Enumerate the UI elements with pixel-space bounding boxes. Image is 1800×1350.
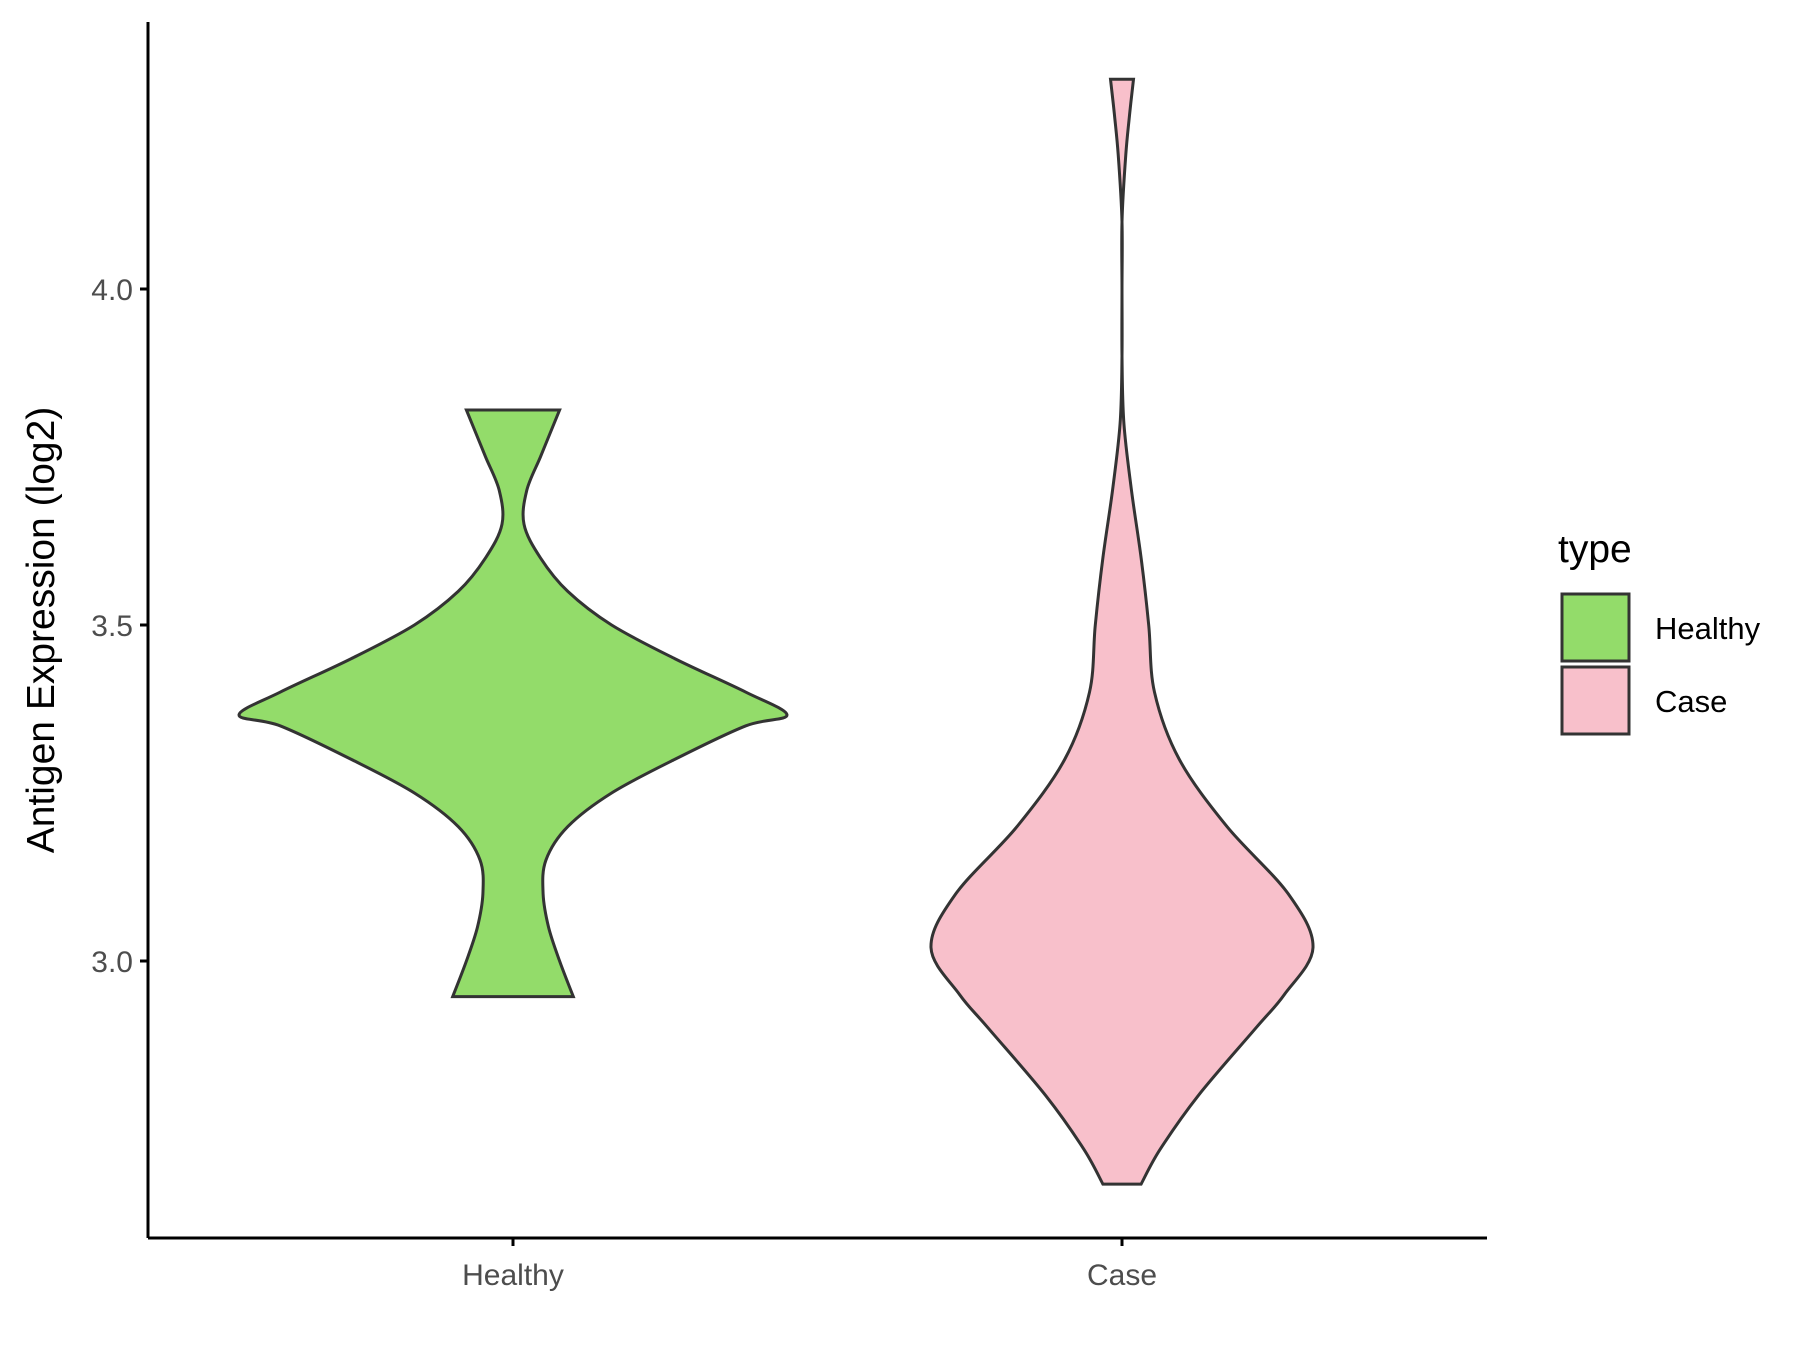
y-ticks: 3.0 3.5 4.0 <box>91 274 148 979</box>
y-axis-title: Antigen Expression (log2) <box>20 407 63 854</box>
violin-case <box>929 77 1315 1186</box>
violins-group <box>237 77 1315 1186</box>
x-tick-label: Case <box>1087 1259 1157 1292</box>
violin-healthy <box>237 408 789 999</box>
legend-label-case: Case <box>1655 684 1727 719</box>
y-tick-label: 3.5 <box>91 610 133 643</box>
legend-swatch-healthy <box>1560 592 1631 663</box>
legend: Healthy Case <box>1560 592 1761 736</box>
legend-title: type <box>1558 528 1632 571</box>
legend-label-healthy: Healthy <box>1655 611 1761 646</box>
y-tick-label: 3.0 <box>91 946 133 979</box>
x-ticks: Healthy Case <box>462 1238 1157 1292</box>
y-tick-label: 4.0 <box>91 274 133 307</box>
x-tick-label: Healthy <box>462 1259 564 1292</box>
legend-swatch-case <box>1560 665 1631 736</box>
